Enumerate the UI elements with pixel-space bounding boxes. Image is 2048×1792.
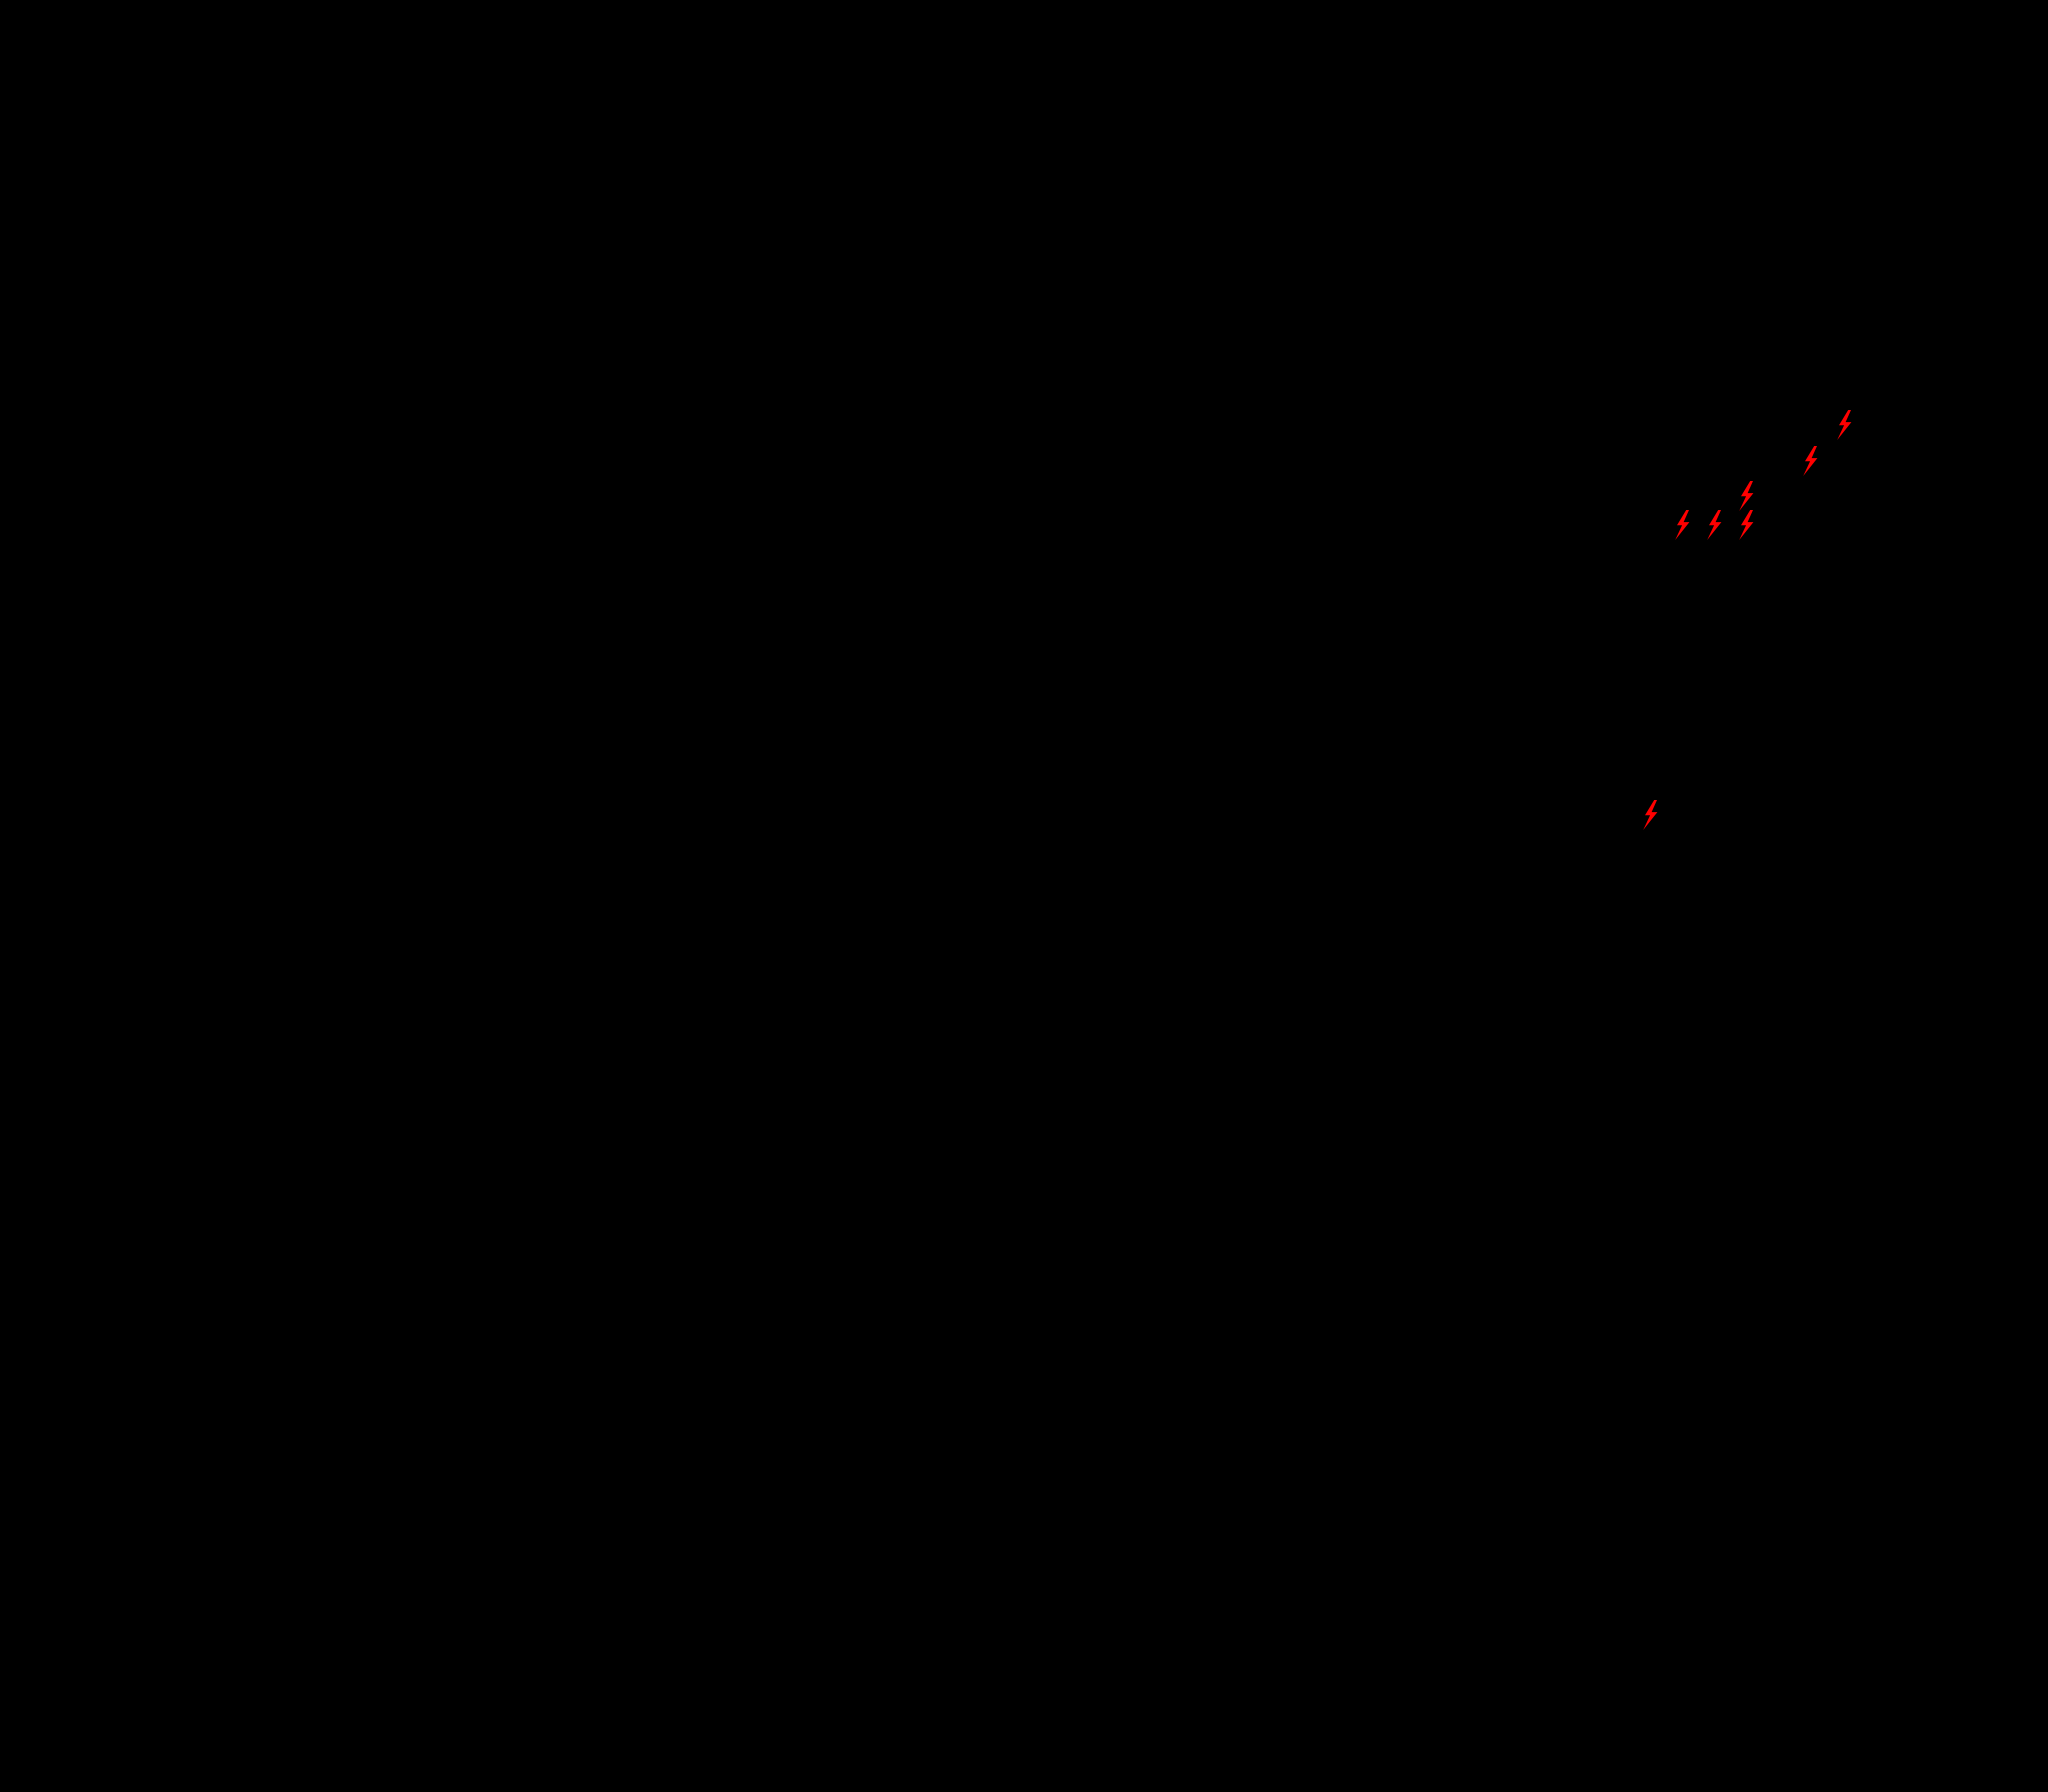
lightning-bolt-icon bbox=[1673, 510, 1693, 540]
lightning-bolt-icon bbox=[1705, 510, 1725, 540]
lightning-bolt-icon bbox=[1737, 481, 1757, 511]
lightning-bolt-icon bbox=[1641, 800, 1661, 830]
lightning-bolt-icon bbox=[1835, 410, 1855, 440]
lightning-bolt-icon bbox=[1737, 510, 1757, 540]
lightning-bolt-icon bbox=[1801, 446, 1821, 476]
